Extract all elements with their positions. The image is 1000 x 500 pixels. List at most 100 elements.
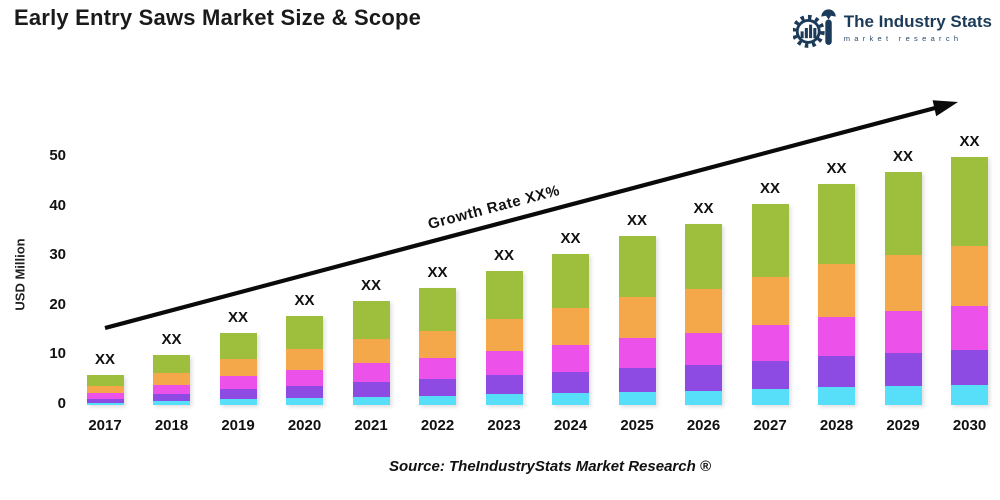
bar-segment-series-5-green-2030 bbox=[951, 157, 988, 247]
bar-segment-series-1-cyan-2026 bbox=[685, 390, 722, 405]
bar-segment-series-1-cyan-2024 bbox=[552, 393, 589, 405]
bar-segment-series-5-green-2020 bbox=[286, 315, 323, 349]
bar-segment-series-4-orange-2017 bbox=[86, 386, 124, 394]
bar-segment-series-5-green-2026 bbox=[685, 224, 722, 289]
bar-segment-series-2-purple-2020 bbox=[286, 385, 323, 399]
bar-segment-series-1-cyan-2019 bbox=[219, 399, 257, 405]
bar-value-label-2024: XX bbox=[560, 229, 581, 247]
bar-segment-series-4-orange-2030 bbox=[951, 246, 988, 306]
bar-segment-series-4-orange-2027 bbox=[751, 276, 789, 325]
bar-segment-series-4-orange-2021 bbox=[352, 338, 390, 364]
bar-segment-series-3-magenta-2025 bbox=[618, 337, 656, 368]
stacked-bar-2027 bbox=[751, 204, 789, 405]
bar-segment-series-2-purple-2028 bbox=[818, 356, 855, 388]
page-title: Early Entry Saws Market Size & Scope bbox=[14, 5, 422, 30]
x-tick-2017: 2017 bbox=[88, 417, 122, 434]
y-tick-10: 10 bbox=[49, 345, 66, 363]
bar-segment-series-5-green-2027 bbox=[751, 204, 789, 277]
x-tick-2026: 2026 bbox=[686, 417, 721, 434]
stacked-bar-2030 bbox=[951, 157, 988, 405]
bar-segment-series-3-magenta-2029 bbox=[884, 311, 922, 354]
bar-segment-series-4-orange-2025 bbox=[618, 296, 656, 338]
bar-segment-series-1-cyan-2027 bbox=[751, 389, 789, 405]
bar-segment-series-5-green-2019 bbox=[219, 333, 257, 359]
x-tick-2025: 2025 bbox=[620, 417, 654, 434]
bar-value-label-2023: XX bbox=[493, 247, 514, 265]
bar-segment-series-2-purple-2030 bbox=[951, 350, 988, 386]
bar-value-label-2030: XX bbox=[959, 133, 980, 150]
bar-segment-series-2-purple-2025 bbox=[618, 367, 656, 392]
bar-segment-series-5-green-2025 bbox=[618, 236, 656, 297]
bar-segment-series-1-cyan-2030 bbox=[951, 385, 988, 405]
bar-segment-series-3-magenta-2018 bbox=[153, 385, 190, 395]
bar-segment-series-4-orange-2020 bbox=[286, 348, 323, 370]
stacked-bar-2029 bbox=[884, 171, 922, 405]
y-tick-40: 40 bbox=[49, 196, 66, 214]
bar-segment-series-1-cyan-2017 bbox=[86, 402, 124, 405]
bar-segment-series-4-orange-2026 bbox=[685, 288, 722, 333]
bar-value-label-2019: XX bbox=[227, 309, 248, 327]
bar-segment-series-3-magenta-2019 bbox=[219, 376, 257, 390]
bar-segment-series-5-green-2028 bbox=[818, 184, 855, 264]
bar-segment-series-2-purple-2018 bbox=[153, 394, 190, 402]
bar-segment-series-3-magenta-2022 bbox=[419, 358, 456, 380]
bar-segment-series-1-cyan-2028 bbox=[818, 387, 855, 405]
bar-segment-series-5-green-2017 bbox=[86, 375, 124, 387]
bar-segment-series-5-green-2023 bbox=[485, 271, 523, 319]
logo-name: The Industry Stats bbox=[843, 11, 992, 31]
bar-segment-series-2-purple-2027 bbox=[751, 360, 789, 390]
stacked-bar-2025 bbox=[618, 236, 656, 405]
bar-segment-series-2-purple-2019 bbox=[219, 389, 257, 400]
bar-segment-series-4-orange-2022 bbox=[419, 330, 456, 359]
bar-segment-series-4-orange-2023 bbox=[485, 318, 523, 351]
bar-segment-series-1-cyan-2022 bbox=[419, 395, 456, 405]
x-tick-2027: 2027 bbox=[753, 417, 787, 434]
stacked-bar-2022 bbox=[419, 288, 456, 405]
bar-segment-series-1-cyan-2029 bbox=[884, 386, 922, 405]
bar-segment-series-3-magenta-2027 bbox=[751, 324, 789, 361]
bar-value-label-2020: XX bbox=[294, 291, 315, 309]
bar-segment-series-3-magenta-2021 bbox=[352, 363, 390, 383]
bar-segment-series-2-purple-2026 bbox=[685, 365, 722, 391]
stacked-bar-2020 bbox=[286, 315, 323, 405]
bar-value-label-2017: XX bbox=[94, 351, 115, 369]
stacked-bar-2018 bbox=[153, 355, 190, 405]
x-tick-2022: 2022 bbox=[420, 417, 455, 434]
y-tick-20: 20 bbox=[49, 295, 66, 313]
x-tick-2019: 2019 bbox=[221, 417, 255, 434]
bar-segment-series-3-magenta-2024 bbox=[552, 344, 589, 372]
bar-segment-series-1-cyan-2018 bbox=[153, 401, 190, 405]
bar-segment-series-2-purple-2022 bbox=[419, 379, 456, 396]
x-tick-2023: 2023 bbox=[487, 417, 521, 434]
bar-segment-series-5-green-2022 bbox=[419, 288, 456, 331]
bar-segment-series-3-magenta-2017 bbox=[86, 393, 124, 399]
bar-segment-series-5-green-2024 bbox=[552, 253, 589, 309]
brand-logo: The Industry Stats market research bbox=[792, 7, 992, 49]
x-tick-2030: 2030 bbox=[952, 417, 987, 434]
bar-value-label-2029: XX bbox=[892, 147, 913, 165]
bar-segment-series-3-magenta-2028 bbox=[818, 316, 855, 357]
y-tick-30: 30 bbox=[49, 246, 66, 264]
bar-value-label-2025: XX bbox=[626, 212, 647, 230]
bar-segment-series-2-purple-2029 bbox=[884, 353, 922, 387]
bar-value-label-2026: XX bbox=[693, 199, 714, 217]
bar-value-label-2027: XX bbox=[759, 180, 780, 198]
bar-segment-series-3-magenta-2026 bbox=[685, 332, 722, 366]
stacked-bar-2023 bbox=[485, 271, 523, 405]
bar-segment-series-5-green-2018 bbox=[153, 355, 190, 374]
source-note: Source: TheIndustryStats Market Research… bbox=[389, 458, 711, 475]
logo-tagline: market research bbox=[843, 34, 963, 44]
bar-segment-series-1-cyan-2020 bbox=[286, 398, 323, 405]
bar-segment-series-4-orange-2019 bbox=[219, 358, 257, 377]
bar-segment-series-1-cyan-2023 bbox=[485, 394, 523, 405]
y-tick-0: 0 bbox=[57, 395, 66, 412]
bar-segment-series-4-orange-2029 bbox=[884, 255, 922, 312]
bar-segment-series-4-orange-2024 bbox=[552, 308, 589, 345]
bar-segment-series-5-green-2021 bbox=[352, 300, 390, 339]
stacked-bar-2017 bbox=[86, 375, 124, 405]
bar-segment-series-4-orange-2028 bbox=[818, 263, 855, 317]
x-tick-2020: 2020 bbox=[287, 417, 322, 434]
bar-segment-series-1-cyan-2025 bbox=[618, 391, 656, 405]
x-tick-2021: 2021 bbox=[354, 417, 388, 434]
stacked-bar-2021 bbox=[352, 300, 390, 405]
